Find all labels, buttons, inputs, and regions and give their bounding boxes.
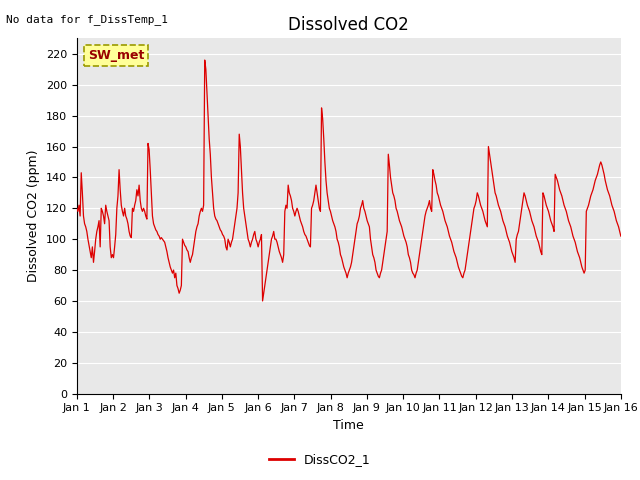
X-axis label: Time: Time [333, 419, 364, 432]
Text: No data for f_DissTemp_1: No data for f_DissTemp_1 [6, 14, 168, 25]
Y-axis label: Dissolved CO2 (ppm): Dissolved CO2 (ppm) [28, 150, 40, 282]
Title: Dissolved CO2: Dissolved CO2 [289, 16, 409, 34]
Text: SW_met: SW_met [88, 49, 144, 62]
Legend: DissCO2_1: DissCO2_1 [264, 448, 376, 471]
